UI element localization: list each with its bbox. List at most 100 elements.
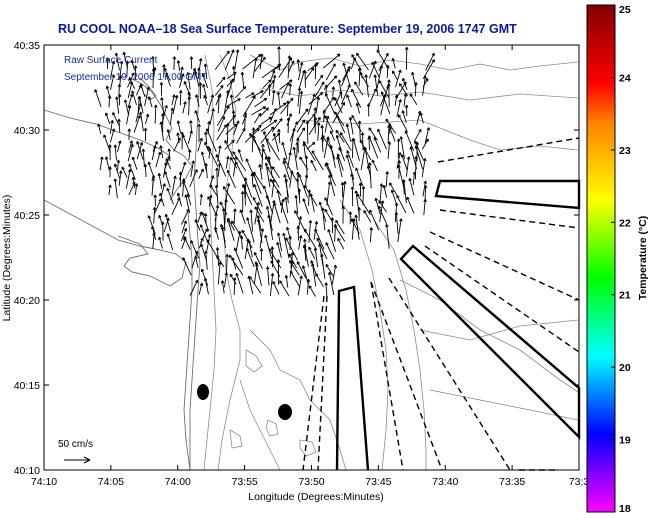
y-tick-label: 40:25 — [14, 210, 40, 222]
current-vector-arrow — [94, 89, 102, 108]
current-vector-arrow — [326, 181, 332, 206]
current-vector-arrow — [173, 137, 181, 152]
current-vector-arrow — [226, 218, 235, 242]
current-vector-arrow — [224, 49, 235, 70]
current-vector-arrow — [105, 57, 110, 69]
current-vector-arrow — [239, 209, 246, 224]
current-vector-arrow — [182, 101, 187, 114]
current-vector-arrow — [199, 194, 204, 206]
current-vector-arrow — [267, 83, 272, 96]
current-vector-arrow — [394, 94, 399, 106]
current-vector-arrow — [99, 156, 104, 171]
current-vector-arrow — [244, 128, 260, 143]
current-vector-arrow — [197, 137, 203, 152]
current-vector-arrow — [234, 86, 247, 99]
current-vector-arrow — [265, 156, 273, 170]
current-vector-arrow — [289, 170, 294, 188]
current-vector-arrow — [294, 195, 299, 215]
current-vector-arrow — [256, 215, 262, 231]
current-vector-arrow — [377, 205, 388, 225]
current-vector-arrow — [159, 192, 165, 207]
current-vector-arrow — [107, 95, 112, 108]
current-vector-arrow — [234, 49, 240, 70]
current-vector-arrow — [413, 128, 422, 143]
current-vector-arrow — [241, 229, 253, 249]
current-vector-arrow — [123, 99, 130, 116]
current-vector-arrow — [286, 100, 290, 117]
current-vector-arrow — [294, 210, 307, 233]
current-vector-arrow — [171, 175, 177, 196]
current-vector-arrow — [304, 155, 309, 179]
current-vector-arrow — [144, 86, 150, 106]
current-vector-arrow — [280, 97, 294, 115]
current-vector-arrow — [388, 126, 396, 142]
current-vector-arrow — [405, 46, 409, 70]
current-vector-arrow — [147, 161, 155, 178]
current-vector-arrow — [151, 145, 157, 161]
current-vector-arrow — [235, 272, 244, 294]
current-vector-arrow — [414, 145, 424, 170]
current-vector-arrow — [204, 250, 208, 270]
current-vector-arrow — [321, 207, 326, 231]
current-vector-arrow — [113, 178, 118, 199]
current-vector-arrow — [145, 113, 150, 125]
current-vector-arrow — [254, 56, 266, 72]
current-vector-arrow — [231, 65, 236, 78]
current-vector-arrow — [346, 94, 352, 108]
current-vector-arrow — [189, 169, 198, 188]
current-vector-arrow — [214, 50, 230, 70]
current-vector-arrow — [421, 158, 427, 178]
current-vector-arrow — [272, 90, 276, 105]
current-vector-arrow — [296, 59, 300, 72]
current-vector-arrow — [232, 151, 247, 171]
current-vector-arrow — [249, 209, 254, 232]
current-vector-arrow — [194, 70, 200, 88]
current-vector-arrow — [305, 120, 310, 144]
current-vector-arrow — [303, 228, 317, 250]
current-vector-arrow — [422, 75, 427, 96]
current-vector-arrow — [332, 102, 346, 124]
current-vector-arrow — [127, 81, 134, 99]
current-vector-arrow — [143, 127, 148, 142]
current-vector-arrow — [209, 108, 215, 125]
current-vector-arrow — [336, 156, 343, 178]
current-vector-arrow — [131, 90, 137, 106]
current-vector-arrow — [397, 160, 402, 179]
current-vector-arrow — [259, 107, 269, 117]
current-vector-arrow — [334, 111, 345, 126]
current-vector-arrow — [198, 58, 203, 70]
current-vector-arrow — [253, 251, 263, 269]
current-vector-arrow — [178, 73, 185, 88]
current-vector-arrow — [357, 120, 362, 144]
current-vector-arrow — [272, 132, 280, 152]
current-vector-arrow — [201, 73, 209, 88]
current-vector-arrow — [328, 271, 335, 295]
map-background — [44, 45, 579, 470]
current-vector-arrow — [203, 131, 208, 144]
current-vector-arrow — [406, 196, 415, 214]
current-vector-arrow — [197, 67, 201, 79]
current-vector-arrow — [203, 63, 208, 79]
current-vector-arrow — [108, 144, 112, 161]
current-vector-arrow — [216, 76, 226, 88]
current-vector-arrow — [224, 140, 236, 161]
current-vector-arrow — [320, 124, 324, 143]
current-vector-arrow — [231, 110, 236, 125]
current-vector-arrow — [396, 138, 401, 159]
current-vector-arrow — [310, 159, 317, 172]
current-vector-arrow — [284, 178, 289, 204]
current-vector-arrow — [160, 97, 165, 117]
current-vector-arrow — [153, 194, 157, 207]
current-vector-arrow — [261, 143, 265, 170]
map-panel: 50 cm/s Raw Surface Current September 19… — [43, 44, 581, 471]
current-vector-arrow — [207, 145, 219, 168]
current-vector-arrow — [422, 180, 427, 197]
current-vector-arrow — [128, 163, 136, 180]
current-vector-arrow — [350, 186, 355, 207]
current-vector-arrow — [240, 191, 245, 213]
current-vector-arrow — [113, 163, 121, 179]
current-vector-arrow — [135, 103, 142, 123]
current-vector-arrow — [276, 259, 281, 285]
current-vector-arrow — [323, 53, 341, 69]
